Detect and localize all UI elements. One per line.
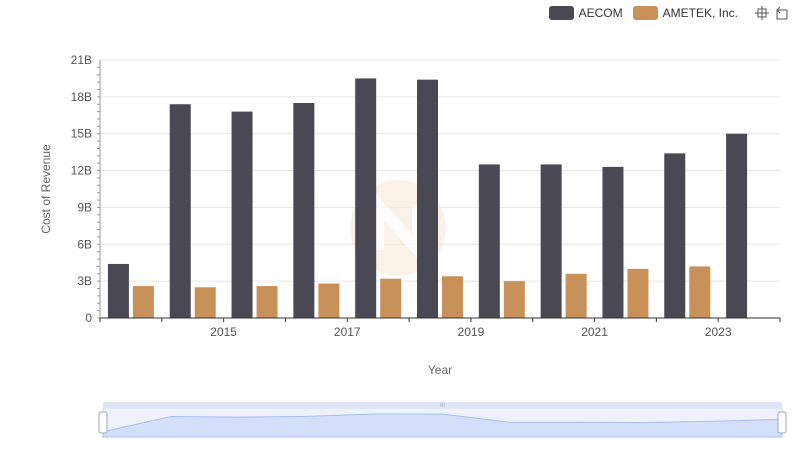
bar-aecom-2017[interactable] [293, 103, 315, 318]
bar-aecom-2018[interactable] [355, 78, 377, 318]
slider-drag-bar[interactable] [103, 402, 782, 408]
y-tick-label: 18B [71, 90, 92, 104]
x-tick-label: 2023 [705, 325, 732, 339]
bar-aecom-2024[interactable] [726, 133, 748, 318]
bars [107, 78, 748, 319]
bar-aecom-2021[interactable] [540, 164, 562, 318]
slider-preview-area [102, 413, 783, 438]
slider-drag-handle-label: III [440, 403, 445, 409]
restore-icon[interactable] [774, 5, 790, 21]
x-tick-label: 2017 [334, 325, 361, 339]
legend-item-ametek[interactable]: AMETEK, Inc. [632, 6, 738, 20]
y-tick-label: 6B [77, 237, 92, 251]
bar-ametek-2021[interactable] [565, 273, 587, 318]
zoom-icon[interactable] [754, 5, 770, 21]
x-tick-label: 2019 [458, 325, 485, 339]
y-tick-label: 12B [71, 164, 92, 178]
y-tick-label: 0 [85, 311, 92, 325]
legend-item-aecom[interactable]: AECOM [548, 6, 623, 20]
slider-handle-left[interactable] [98, 411, 108, 434]
bar-aecom-2020[interactable] [478, 164, 500, 318]
slider-handle-right[interactable] [777, 411, 787, 434]
bar-aecom-2023[interactable] [664, 153, 686, 318]
bar-aecom-2019[interactable] [417, 79, 438, 319]
x-axis-title: Year [428, 363, 452, 377]
legend-label-ametek: AMETEK, Inc. [662, 6, 738, 20]
bar-ametek-2015[interactable] [194, 287, 216, 318]
bar-aecom-2015[interactable] [169, 104, 191, 318]
y-tick-label: 3B [77, 274, 92, 288]
bar-ametek-2023[interactable] [689, 266, 711, 318]
data-zoom-slider[interactable]: III [98, 402, 787, 438]
legend-swatch-aecom [548, 6, 574, 20]
y-tick-label: 15B [71, 127, 92, 141]
legend-swatch-ametek [632, 6, 658, 20]
bar-ametek-2020[interactable] [503, 281, 525, 318]
y-tick-label: 21B [71, 53, 92, 67]
bar-aecom-2022[interactable] [602, 166, 624, 318]
x-tick-label: 2015 [210, 325, 237, 339]
bar-ametek-2017[interactable] [318, 283, 340, 318]
bar-ametek-2016[interactable] [256, 286, 278, 318]
x-tick-label: 2021 [581, 325, 608, 339]
legend: AECOM AMETEK, Inc. [548, 5, 790, 21]
bar-ametek-2019[interactable] [442, 276, 463, 318]
axes: 0 3B 6B 9B 12B 15B 18B 21B 2015 2017 2019 2021 2023 [71, 53, 781, 339]
bar-ametek-2018[interactable] [380, 278, 402, 318]
bar-ametek-2022[interactable] [627, 268, 649, 318]
bar-ametek-2014[interactable] [132, 286, 154, 318]
y-axis-title: Cost of Revenue [39, 144, 53, 234]
y-tick-label: 9B [77, 200, 92, 214]
toolbox [750, 5, 790, 21]
bar-aecom-2016[interactable] [231, 111, 253, 318]
bar-aecom-2014[interactable] [107, 263, 129, 318]
legend-label-aecom: AECOM [578, 6, 623, 20]
